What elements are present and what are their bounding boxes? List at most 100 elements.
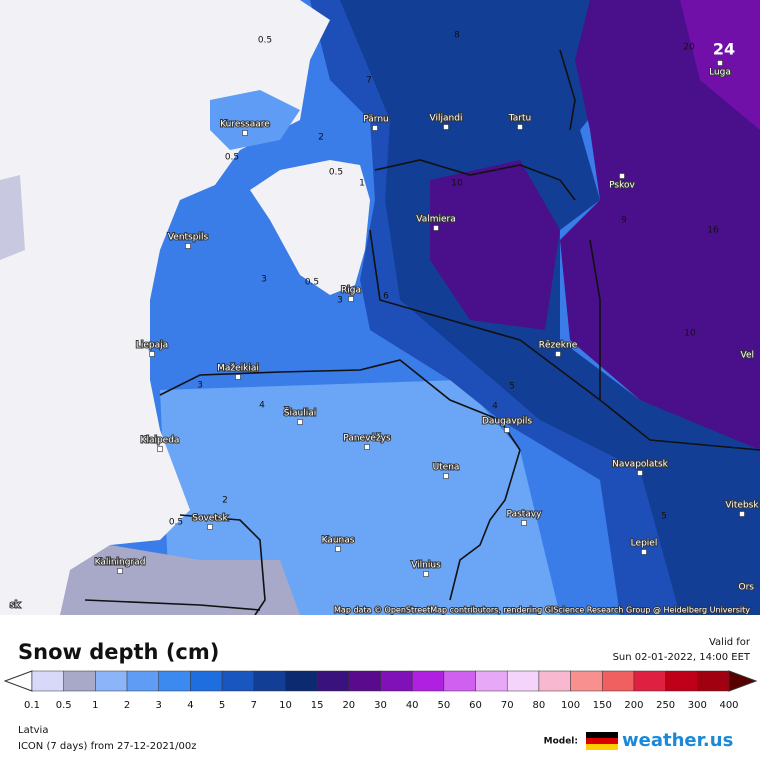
brand: weather.us xyxy=(622,730,733,751)
city-label: Viljandi xyxy=(430,114,463,124)
scale-label: 10 xyxy=(279,700,292,711)
city-marker xyxy=(157,446,163,452)
scale-label: 15 xyxy=(311,700,324,711)
scale-swatch xyxy=(316,670,350,692)
city-marker xyxy=(433,225,439,231)
scale-label: 80 xyxy=(533,700,546,711)
city-marker xyxy=(443,473,449,479)
valid-time: Sun 02-01-2022, 14:00 EET xyxy=(613,652,751,663)
contour-label: 4 xyxy=(492,402,498,412)
city-label: Šiauliai xyxy=(284,407,316,419)
scale-label: 20 xyxy=(342,700,355,711)
scale-label: 2 xyxy=(124,700,130,711)
sea xyxy=(0,0,330,615)
scale-label: 100 xyxy=(561,700,580,711)
scale-swatch xyxy=(506,670,540,692)
contour-label: 0.5 xyxy=(169,518,183,528)
city-label: Pärnu xyxy=(363,115,389,125)
scale-swatch xyxy=(380,670,413,692)
zone-gray xyxy=(60,545,300,615)
contour-label: 0.5 xyxy=(329,168,343,178)
contour-label: 10 xyxy=(451,179,463,189)
city-label: Ors xyxy=(739,583,755,593)
city-marker xyxy=(517,124,523,130)
city-marker xyxy=(555,351,561,357)
scale-label: 1 xyxy=(92,700,98,711)
border xyxy=(559,49,576,131)
city-marker xyxy=(185,243,191,249)
city-marker xyxy=(297,419,303,425)
map: Map data © OpenStreetMap contributors, r… xyxy=(0,0,760,616)
city-label: Kaunas xyxy=(322,536,355,546)
valid-label: Valid for xyxy=(709,637,751,648)
contour-label: 3 xyxy=(337,296,343,306)
region: Latvia xyxy=(18,725,48,736)
city-label: Vilnius xyxy=(411,561,441,571)
contour-label: 0.5 xyxy=(305,278,319,288)
scale-swatch xyxy=(570,670,603,692)
contour-label: 1 xyxy=(359,179,365,189)
contour-label: 16 xyxy=(707,226,719,236)
scale-label: 200 xyxy=(624,700,643,711)
scale-swatch xyxy=(633,670,666,692)
scale-swatch xyxy=(126,670,159,692)
city-marker xyxy=(364,444,370,450)
scale-label: 50 xyxy=(437,700,450,711)
scale-swatch xyxy=(31,670,64,692)
legend-title: Snow depth (cm) xyxy=(18,640,219,664)
scale-swatch xyxy=(95,670,128,692)
flag xyxy=(586,732,618,738)
city-label: Daugavpils xyxy=(482,417,532,427)
zone-light xyxy=(160,380,560,615)
city-marker xyxy=(641,549,647,555)
scale-swatch xyxy=(190,670,223,692)
contour-label: 7 xyxy=(366,76,372,86)
contour-label: 3 xyxy=(197,381,203,391)
city-marker xyxy=(521,520,527,526)
zone-purple xyxy=(430,160,560,330)
contour-label: 9 xyxy=(621,216,627,226)
zone-purple xyxy=(560,0,760,450)
city-marker xyxy=(117,568,123,574)
flag xyxy=(586,744,618,750)
scale-label: 60 xyxy=(469,700,482,711)
city-label: Klaipeda xyxy=(141,436,180,446)
scale-swatch xyxy=(158,670,191,692)
city-marker xyxy=(348,296,354,302)
city-marker xyxy=(149,351,155,357)
corner-value: 24 xyxy=(713,40,735,59)
scale-swatch xyxy=(697,670,730,692)
scale-label: 250 xyxy=(656,700,675,711)
city-label: Mažeikiai xyxy=(217,364,259,374)
scale-label: 400 xyxy=(719,700,738,711)
city-label: sk xyxy=(10,601,21,611)
contour-label: 5 xyxy=(509,382,515,392)
scale-label: 0.1 xyxy=(24,700,40,711)
city-marker xyxy=(504,427,510,433)
city-label: Pskov xyxy=(609,181,635,191)
border xyxy=(374,159,576,201)
city-marker xyxy=(423,571,429,577)
city-marker xyxy=(619,173,625,179)
scale-label: 7 xyxy=(251,700,257,711)
city-label: Kaliningrad xyxy=(95,558,146,568)
city-marker xyxy=(717,60,723,66)
city-label: Vel xyxy=(741,351,755,361)
island xyxy=(0,175,25,260)
scale-label: 30 xyxy=(374,700,387,711)
scale-swatch xyxy=(253,670,286,692)
scale-label: 4 xyxy=(187,700,193,711)
scale-label: 0.5 xyxy=(56,700,72,711)
city-marker xyxy=(739,511,745,517)
contour-label: 6 xyxy=(383,292,389,302)
city-label: Pastavy xyxy=(507,510,543,520)
city-label: Rēzekne xyxy=(539,341,578,351)
city-marker xyxy=(207,524,213,530)
city-marker xyxy=(443,124,449,130)
city-markers xyxy=(117,60,745,577)
scale-swatch xyxy=(285,670,318,692)
scale-swatch xyxy=(348,670,381,692)
city-marker xyxy=(372,125,378,131)
city-label: Vitebsk xyxy=(725,501,759,511)
border xyxy=(159,359,521,451)
